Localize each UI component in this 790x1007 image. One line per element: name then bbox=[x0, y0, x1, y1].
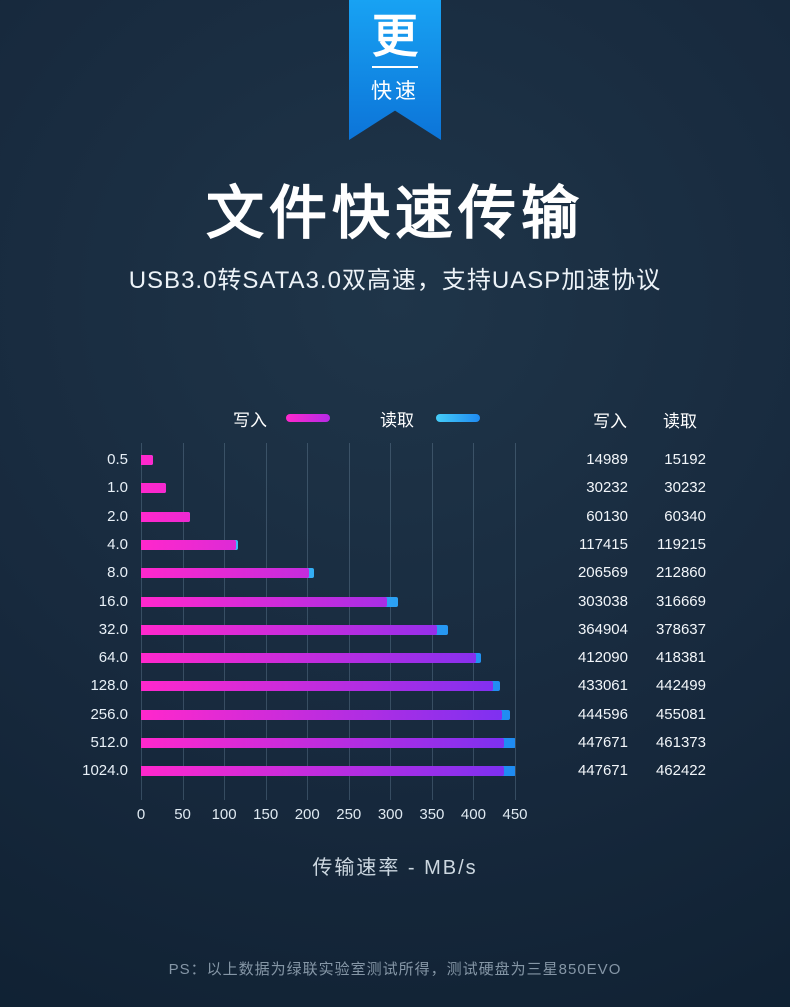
gridline bbox=[224, 443, 226, 800]
x-tick-label: 400 bbox=[460, 806, 486, 823]
gridline bbox=[473, 443, 475, 800]
write-value: 30232 bbox=[586, 479, 628, 497]
write-value: 364904 bbox=[577, 620, 628, 638]
category-label: 512.0 bbox=[90, 734, 128, 751]
chart-legend: 写入 读取 bbox=[233, 407, 480, 430]
read-value: 462422 bbox=[655, 762, 706, 780]
legend-write-swatch bbox=[286, 414, 330, 422]
category-label: 128.0 bbox=[90, 677, 128, 695]
write-bar bbox=[141, 738, 505, 748]
gridline bbox=[390, 443, 392, 800]
category-label: 0.5 bbox=[107, 451, 128, 468]
gridline bbox=[182, 443, 184, 800]
category-label: 4.0 bbox=[107, 535, 128, 553]
ribbon-divider bbox=[372, 66, 418, 69]
category-label: 64.0 bbox=[98, 649, 128, 667]
x-tick-label: 300 bbox=[377, 806, 403, 823]
read-value: 461373 bbox=[655, 734, 706, 751]
category-label: 16.0 bbox=[98, 592, 128, 610]
read-value: 60340 bbox=[664, 507, 706, 525]
gridline bbox=[515, 443, 516, 800]
legend-read-label: 读取 bbox=[380, 410, 414, 430]
write-column-header: 写入 bbox=[593, 412, 627, 431]
x-tick-label: 0 bbox=[136, 806, 146, 823]
write-value: 117415 bbox=[579, 535, 628, 553]
write-bar bbox=[141, 766, 505, 777]
category-label: 32.0 bbox=[98, 620, 128, 638]
footer-note: PS：以上数据为绿联实验室测试所得，测试硬盘为三星850EVO bbox=[168, 961, 622, 978]
write-bar bbox=[141, 539, 237, 550]
read-value: 378637 bbox=[655, 620, 706, 638]
read-value: 30232 bbox=[664, 479, 706, 497]
write-bar bbox=[141, 596, 387, 607]
x-tick-label: 150 bbox=[253, 806, 279, 823]
write-value: 444596 bbox=[577, 705, 628, 723]
read-value: 119215 bbox=[657, 535, 706, 553]
ribbon-label: 快速 bbox=[371, 80, 419, 104]
write-value: 447671 bbox=[577, 734, 628, 751]
gridline bbox=[348, 443, 350, 800]
legend-read-swatch bbox=[436, 414, 480, 422]
category-label: 1.0 bbox=[107, 479, 128, 497]
write-value: 433061 bbox=[577, 677, 628, 695]
write-bar bbox=[141, 511, 190, 522]
read-value: 442499 bbox=[655, 677, 706, 695]
write-bar bbox=[141, 624, 438, 635]
gridline bbox=[307, 443, 309, 800]
write-value: 447671 bbox=[577, 762, 628, 780]
category-label: 256.0 bbox=[90, 705, 128, 723]
category-label: 1024.0 bbox=[82, 762, 128, 780]
write-bar bbox=[141, 653, 476, 664]
x-tick-label: 250 bbox=[336, 806, 362, 823]
read-column-header: 读取 bbox=[663, 412, 697, 431]
read-value: 15192 bbox=[664, 451, 706, 468]
gridline bbox=[265, 443, 267, 800]
x-tick-label: 200 bbox=[294, 806, 320, 823]
write-value: 206569 bbox=[577, 564, 628, 582]
x-tick-label: 350 bbox=[419, 806, 445, 823]
write-bar bbox=[141, 455, 154, 465]
gridline bbox=[431, 443, 433, 800]
page-subtitle: USB3.0转SATA3.0双高速，支持UASP加速协议 bbox=[128, 267, 662, 294]
write-bar bbox=[141, 681, 493, 692]
category-label: 8.0 bbox=[107, 564, 128, 582]
write-value: 60130 bbox=[586, 507, 628, 525]
write-bar bbox=[141, 709, 502, 720]
write-value: 14989 bbox=[586, 451, 628, 468]
write-value: 412090 bbox=[577, 649, 628, 667]
read-value: 212860 bbox=[655, 564, 706, 582]
x-axis-label: 传输速率 - MB/s bbox=[312, 857, 478, 879]
x-tick-label: 100 bbox=[211, 806, 237, 823]
read-value: 316669 bbox=[655, 592, 706, 610]
read-value: 418381 bbox=[655, 649, 706, 667]
category-label: 2.0 bbox=[107, 507, 128, 525]
ribbon-big-char: 更 bbox=[372, 10, 418, 62]
x-tick-label: 450 bbox=[502, 806, 528, 823]
page-title: 文件快速传输 bbox=[205, 181, 584, 246]
read-value: 455081 bbox=[655, 705, 706, 723]
write-bar bbox=[141, 483, 166, 494]
write-value: 303038 bbox=[577, 592, 628, 610]
legend-write-label: 写入 bbox=[233, 410, 267, 430]
write-bar bbox=[141, 568, 309, 579]
x-tick-label: 50 bbox=[174, 806, 191, 823]
gridline bbox=[141, 443, 142, 800]
